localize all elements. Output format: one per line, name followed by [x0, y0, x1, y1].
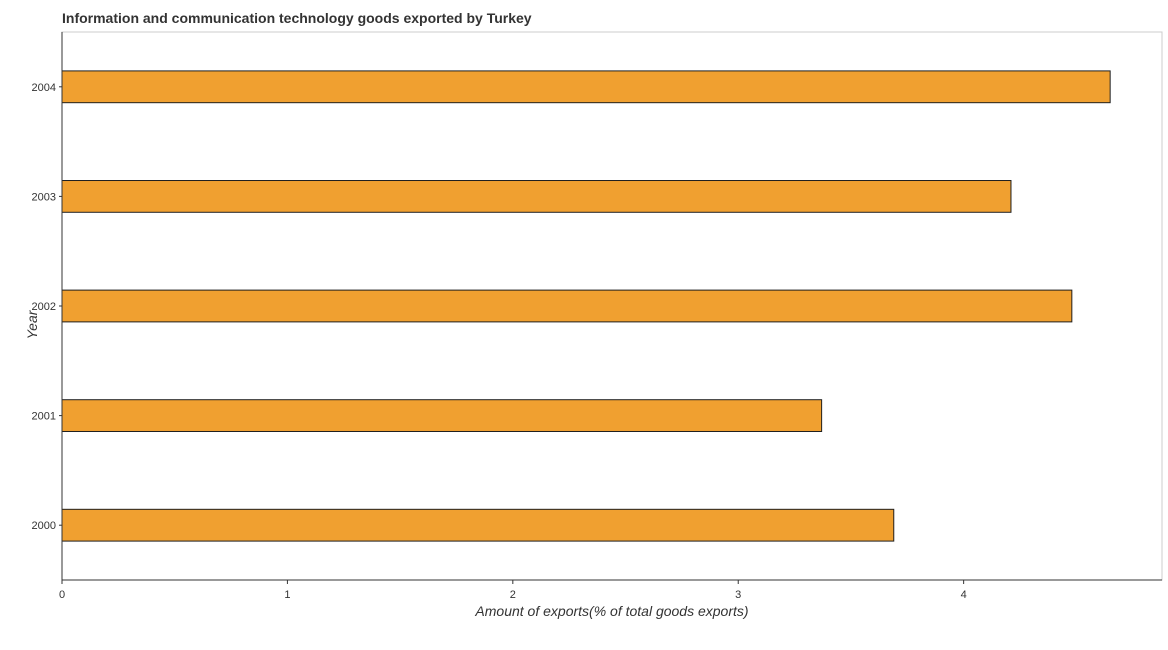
x-tick-label-1: 1 [284, 589, 290, 601]
bar-2003 [61, 180, 1012, 213]
y-tick-label-2004: 2004 [32, 82, 56, 94]
y-tick-label-2003: 2003 [32, 191, 56, 203]
y-tick-label-2002: 2002 [32, 301, 56, 313]
x-tick-label-0: 0 [59, 589, 65, 601]
bar-2001 [61, 399, 823, 432]
x-axis-label: Amount of exports(% of total goods expor… [474, 603, 748, 619]
x-tick-label-4: 4 [961, 589, 967, 601]
bar-2002 [61, 289, 1073, 323]
y-axis-label: Year [24, 309, 40, 339]
chart-title: Information and communication technology… [62, 10, 532, 26]
bar-2004 [61, 70, 1111, 104]
y-tick-label-2001: 2001 [32, 411, 56, 423]
bar-2000 [61, 508, 895, 542]
plot-area: 2000 2001 2002 2003 2004 0 1 2 3 4 [32, 31, 1163, 601]
x-tick-label-2: 2 [510, 589, 516, 601]
x-tick-label-3: 3 [735, 589, 741, 601]
y-tick-label-2000: 2000 [32, 520, 56, 532]
